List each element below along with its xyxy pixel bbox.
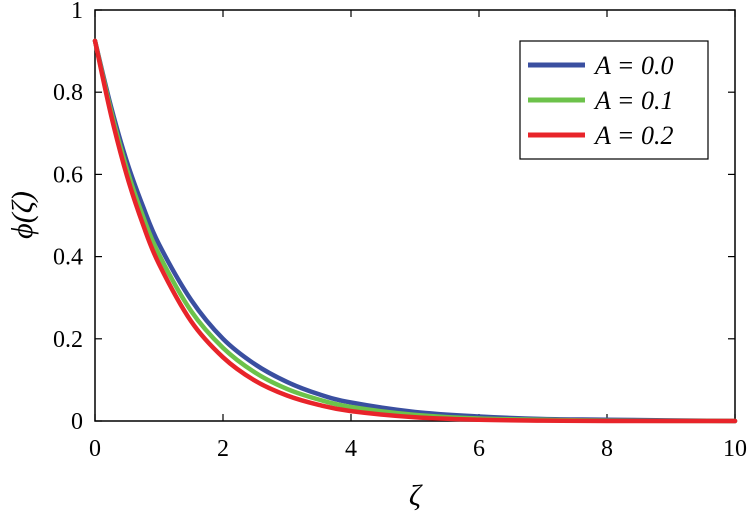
y-tick-label: 1 <box>71 0 83 24</box>
legend-label-1: A = 0.1 <box>593 86 673 115</box>
x-tick-label: 0 <box>89 436 101 462</box>
y-tick-label: 0.4 <box>53 245 83 271</box>
y-tick-label: 0.8 <box>53 80 83 106</box>
series-line-2 <box>92 38 738 424</box>
y-axis: 0 0.2 0.4 0.6 0.8 1 <box>53 0 735 435</box>
x-tick-label: 6 <box>473 436 485 462</box>
x-tick-label: 10 <box>723 436 747 462</box>
x-axis: 0 2 4 6 8 10 <box>89 10 747 462</box>
series-lines <box>92 38 738 424</box>
y-tick-label: 0 <box>71 409 83 435</box>
x-tick-label: 2 <box>217 436 229 462</box>
legend-label-2: A = 0.2 <box>593 121 673 150</box>
y-tick-label: 0.6 <box>53 162 83 188</box>
y-tick-label: 0.2 <box>53 327 83 353</box>
x-tick-label: 4 <box>345 436 357 462</box>
legend-label-0: A = 0.0 <box>593 51 673 80</box>
x-axis-label: ζ <box>409 479 423 512</box>
legend: A = 0.0 A = 0.1 A = 0.2 <box>519 40 709 160</box>
y-axis-label: ϕ(ζ) <box>6 191 39 239</box>
x-tick-label: 8 <box>601 436 613 462</box>
